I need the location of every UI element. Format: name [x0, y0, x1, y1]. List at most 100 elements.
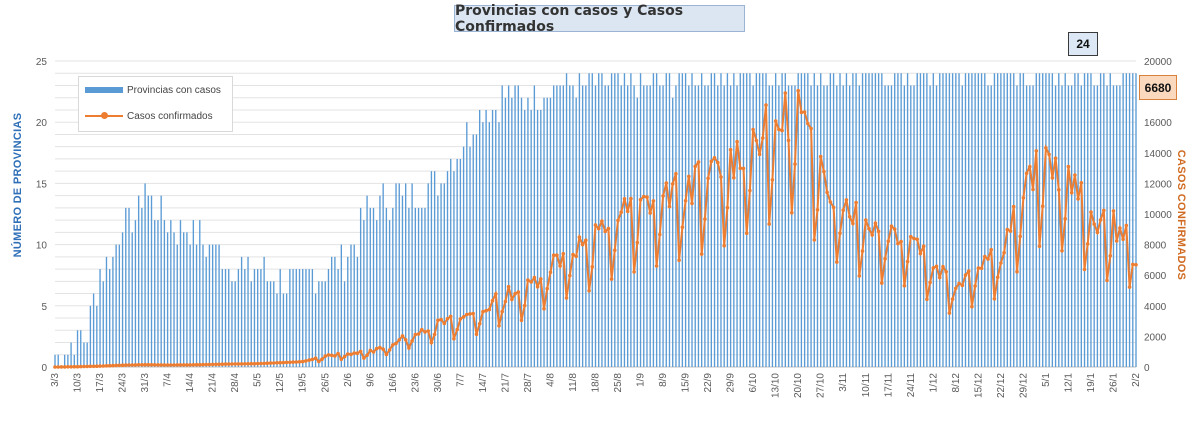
bar — [1132, 73, 1134, 368]
bar — [350, 244, 352, 367]
bar — [302, 269, 304, 367]
cases-point — [420, 327, 424, 332]
bar — [1074, 73, 1076, 368]
bar — [987, 85, 989, 367]
bar — [76, 330, 79, 367]
bar — [553, 85, 555, 367]
cases-point — [59, 365, 64, 369]
cases-point — [899, 239, 903, 244]
cases-point — [1124, 223, 1129, 228]
bar — [86, 342, 88, 367]
cases-point — [191, 363, 196, 367]
bar — [607, 85, 610, 367]
cases-point — [107, 363, 112, 368]
cases-point — [905, 259, 910, 264]
cases-point — [661, 194, 665, 198]
cases-point — [584, 238, 588, 243]
cases-point — [236, 362, 241, 366]
cases-point — [532, 275, 537, 280]
bar — [784, 73, 786, 368]
bar — [1029, 85, 1031, 367]
bar — [929, 85, 931, 367]
cases-point — [596, 226, 601, 231]
bar — [488, 122, 491, 367]
bar — [742, 73, 745, 368]
cases-point — [384, 352, 389, 357]
bar — [604, 85, 606, 367]
cases-point — [223, 362, 228, 366]
cases-point — [883, 256, 887, 261]
bar — [1058, 73, 1060, 368]
bar — [231, 281, 233, 367]
cases-point — [391, 343, 395, 347]
cases-point — [410, 339, 414, 343]
bar — [507, 85, 510, 367]
bar — [376, 220, 378, 367]
cases-point — [127, 363, 131, 367]
cases-point — [66, 365, 70, 369]
cases-point — [288, 360, 292, 365]
cases-point — [744, 231, 749, 235]
bar — [633, 85, 635, 367]
bar — [993, 73, 996, 368]
bar — [1070, 85, 1073, 367]
cases-point — [912, 236, 916, 241]
bar — [443, 183, 445, 367]
y-right-tick-label: 10000 — [1144, 210, 1172, 221]
cases-point — [606, 226, 611, 231]
cases-point — [635, 240, 640, 245]
cases-point — [551, 253, 556, 257]
bar — [285, 293, 288, 367]
bar — [1048, 73, 1050, 368]
cases-point — [851, 221, 855, 226]
x-tick-label: 25/8 — [613, 373, 624, 393]
bar — [675, 85, 677, 367]
bar — [311, 269, 314, 367]
bar — [96, 305, 98, 367]
bar — [684, 73, 687, 368]
cases-point — [465, 312, 469, 317]
cases-point — [574, 254, 578, 259]
cases-point — [1063, 216, 1067, 221]
bar — [1125, 73, 1128, 368]
bar — [414, 207, 417, 367]
bar — [774, 73, 777, 368]
bar — [871, 73, 873, 368]
cases-point — [664, 181, 669, 185]
bar — [752, 85, 754, 367]
legend-label-bars: Provincias con casos — [127, 84, 221, 96]
bar — [762, 73, 764, 368]
bar — [578, 73, 581, 368]
bar — [990, 85, 992, 367]
y-right-tick-label: 6000 — [1144, 271, 1167, 282]
cases-point — [471, 311, 476, 316]
bar — [266, 281, 269, 367]
cases-point — [651, 199, 656, 203]
bar — [437, 195, 439, 367]
cases-point — [342, 354, 347, 359]
cases-point — [674, 171, 678, 176]
x-axis-ticks: 3/3 10/3 17/3 24/3 31/3 7/4 14/4 21/4 28/4 5/5 12/… — [50, 373, 1142, 398]
cases-point — [1134, 263, 1138, 267]
cases-point — [204, 362, 208, 367]
bar — [472, 134, 474, 367]
cases-point — [349, 352, 353, 357]
bar — [974, 73, 976, 368]
cases-point — [175, 363, 180, 367]
cases-point — [937, 275, 942, 280]
bar — [1067, 85, 1070, 367]
bar — [884, 85, 886, 367]
bar — [520, 97, 523, 367]
line-series — [53, 88, 1138, 369]
cases-point — [494, 292, 498, 296]
cases-point — [1105, 278, 1109, 283]
bar — [591, 73, 593, 368]
bar — [662, 85, 664, 367]
cases-point — [999, 261, 1003, 265]
cases-point — [963, 273, 968, 277]
x-tick-label: 3/11 — [838, 373, 849, 392]
bar — [327, 269, 330, 367]
bar — [186, 232, 188, 367]
cases-point — [461, 315, 466, 319]
bar — [1128, 73, 1131, 368]
